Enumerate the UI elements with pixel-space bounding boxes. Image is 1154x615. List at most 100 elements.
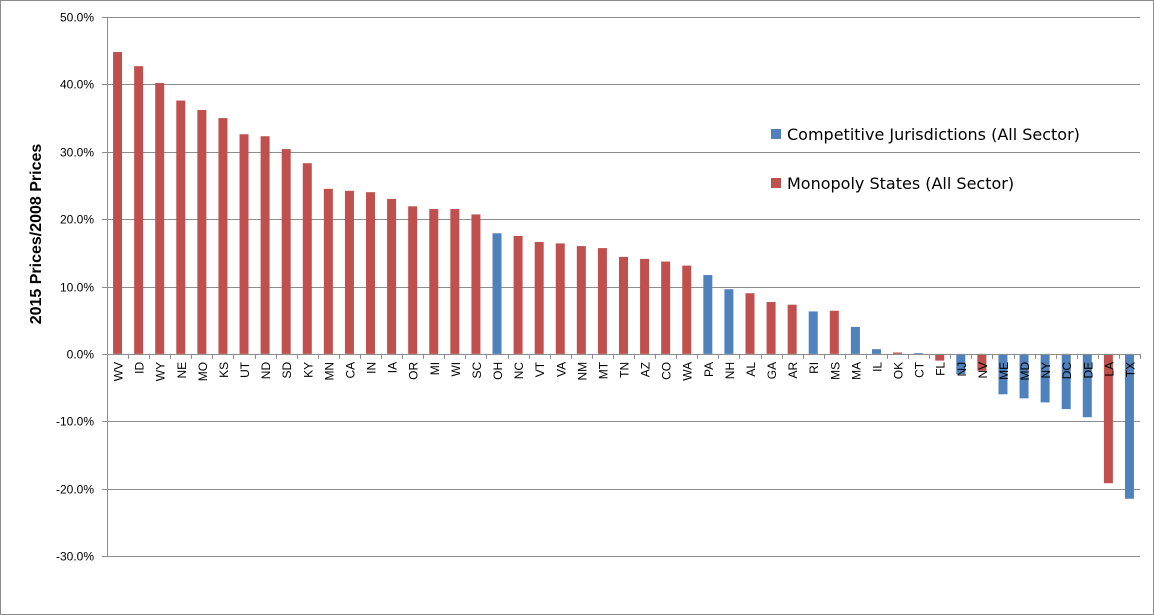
bar-fl (935, 353, 945, 361)
bar-wi (450, 209, 460, 354)
category-label-ny: NY (1039, 362, 1053, 379)
legend-label: Monopoly States (All Sector) (787, 174, 1014, 193)
category-label-tn: TN (618, 362, 632, 378)
y-tick-label: -20.0% (56, 483, 94, 497)
y-tick-label: 0.0% (67, 348, 95, 362)
category-labels: WV ID WY NE MO KS UT ND SD KY MN CA IN IA OR MI WI SC OH NC… (112, 361, 1138, 381)
category-label-md: MD (1018, 362, 1032, 381)
category-label-mt: MT (596, 361, 610, 379)
bar-mo (197, 109, 207, 354)
y-tick-label: 30.0% (60, 146, 94, 160)
bar-ne (176, 100, 186, 354)
y-tick-label: -30.0% (56, 550, 94, 564)
bar-nd (260, 136, 270, 354)
y-tick-label: -10.0% (56, 415, 94, 429)
category-label-oh: OH (491, 362, 505, 380)
bar-ut (239, 134, 249, 354)
category-label-ks: KS (217, 362, 231, 378)
bar-ny (1040, 353, 1050, 403)
category-label-in: IN (365, 362, 379, 374)
bar-al (745, 293, 755, 354)
category-label-de: DE (1081, 362, 1095, 379)
bar-wv (113, 52, 123, 354)
bar-nj (956, 353, 966, 375)
category-label-az: AZ (639, 362, 653, 377)
bar-ga (766, 301, 776, 354)
category-label-ut: UT (238, 361, 252, 378)
bar-az (640, 258, 650, 354)
category-label-pa: PA (702, 362, 716, 377)
bar-va (555, 243, 565, 354)
category-label-nd: ND (259, 362, 273, 380)
category-label-il: IL (870, 362, 884, 372)
bar-sd (281, 149, 291, 354)
legend: Competitive Jurisdictions (All Sector) Mo… (771, 125, 1080, 193)
bar-me (998, 353, 1008, 395)
bar-oh (492, 233, 502, 354)
category-label-co: CO (660, 362, 674, 380)
category-label-wv: WV (112, 362, 126, 381)
bar-mt (597, 248, 607, 354)
bar-id (134, 66, 144, 354)
y-tick-label: 40.0% (60, 78, 94, 92)
category-label-ms: MS (828, 362, 842, 380)
category-label-ga: GA (765, 362, 779, 379)
bar-wa (682, 265, 692, 354)
category-label-nj: NJ (955, 362, 969, 377)
y-tick-label: 50.0% (60, 11, 94, 25)
bar-mn (323, 188, 333, 354)
category-label-ne: NE (175, 362, 189, 379)
bar-nv (977, 353, 987, 371)
bar-nm (576, 246, 586, 354)
category-label-nc: NC (512, 362, 526, 380)
category-label-la: LA (1102, 362, 1116, 377)
category-label-or: OR (407, 362, 421, 380)
bar-sc (471, 214, 481, 354)
bar-ky (302, 163, 312, 354)
category-label-ct: CT (913, 361, 927, 378)
category-label-nv: NV (976, 362, 990, 379)
y-tick-label: 10.0% (60, 281, 94, 295)
bar-vt (534, 242, 544, 354)
category-label-tx: TX (1123, 362, 1137, 377)
category-label-ok: OK (892, 362, 906, 379)
category-label-al: AL (744, 362, 758, 377)
bar-nc (513, 235, 523, 354)
category-label-dc: DC (1060, 362, 1074, 380)
bar-md (1019, 353, 1029, 399)
y-axis-title: 2015 Prices/2008 Prices (28, 144, 45, 325)
bar-or (408, 206, 418, 354)
category-label-nm: NM (575, 362, 589, 381)
category-label-sc: SC (470, 362, 484, 379)
bars (113, 52, 1134, 499)
category-label-wi: WI (449, 362, 463, 377)
bar-in (366, 192, 376, 354)
category-label-mi: MI (428, 362, 442, 375)
y-tick-label: 20.0% (60, 213, 94, 227)
category-label-mo: MO (196, 362, 210, 381)
bar-ia (387, 198, 397, 354)
bar-ri (808, 311, 818, 354)
bar-nh (724, 289, 734, 354)
category-label-ca: CA (343, 362, 357, 379)
axes (102, 17, 1141, 557)
category-label-va: VA (554, 362, 568, 377)
bar-de (1082, 353, 1092, 418)
bar-tx (1124, 353, 1134, 499)
category-label-vt: VT (533, 361, 547, 377)
bar-ok (893, 352, 903, 354)
bar-ma (850, 326, 860, 354)
legend-swatch (771, 178, 781, 188)
bar-co (661, 261, 671, 354)
category-label-wa: WA (681, 362, 695, 381)
category-label-ri: RI (807, 362, 821, 374)
legend-swatch (771, 129, 781, 139)
bar-ar (787, 304, 797, 354)
bar-ms (829, 310, 839, 354)
bar-wy (155, 83, 165, 354)
category-label-nh: NH (723, 362, 737, 379)
bar-tn (619, 256, 628, 354)
bar-il (871, 349, 881, 354)
